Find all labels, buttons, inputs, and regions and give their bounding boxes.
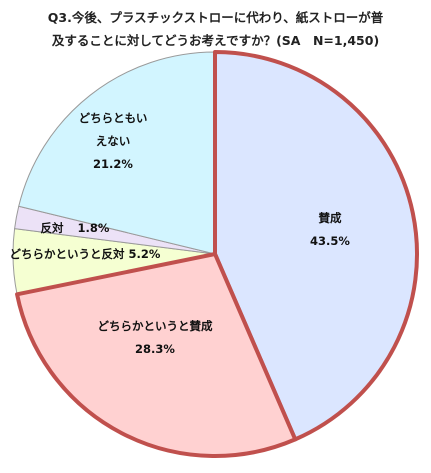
chart-title: Q3.今後、プラスチックストローに代わり、紙ストローが普 及することに対してどう… [0, 6, 431, 52]
slice-label-yes: 賛成 43.5% [310, 211, 350, 248]
slice-label-somewhat-yes: どちらかというと賛成 28.3% [98, 319, 213, 356]
pie-slice-somewhat-yes [15, 252, 298, 458]
slice-label-no: 反対 1.8% [41, 221, 110, 235]
chart-title-line-2: 及することに対してどうお考えですか？(SA N=1,450) [51, 33, 380, 48]
pie-slice-neither [18, 51, 216, 255]
chart-title-line-1: Q3.今後、プラスチックストローに代わり、紙ストローが普 [47, 10, 384, 25]
slice-label-neither: どちらともいえない 21.2% [79, 111, 148, 171]
pie-slice-yes [213, 50, 420, 442]
slice-label-somewhat-no: どちらかというと反対 5.2% [10, 247, 161, 261]
